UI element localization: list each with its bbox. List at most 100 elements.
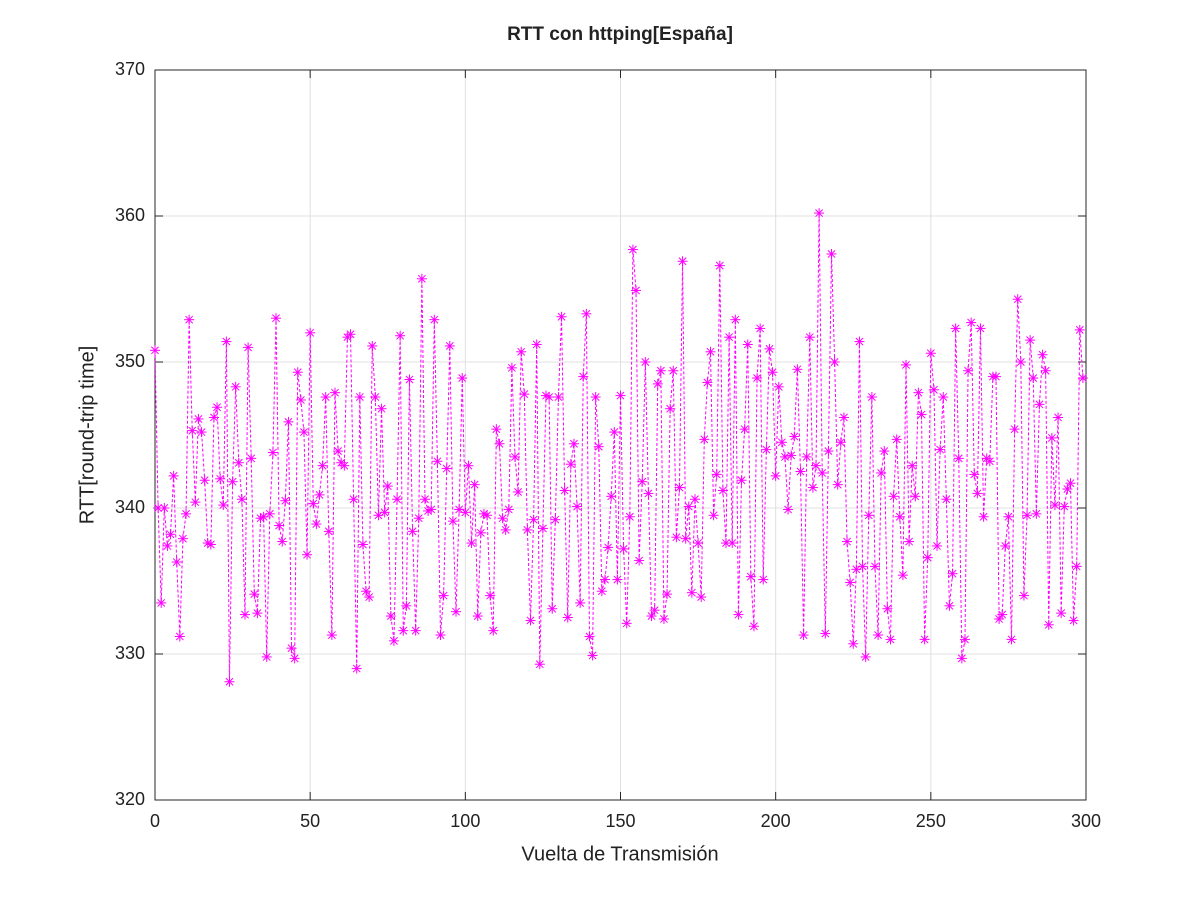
marker-stroke (281, 496, 290, 505)
data-point (435, 630, 446, 641)
marker-stroke (498, 514, 507, 523)
data-point (475, 527, 486, 538)
data-point (792, 364, 803, 375)
marker-stroke (554, 393, 563, 401)
marker-stroke (399, 626, 408, 635)
marker-stroke (858, 562, 867, 571)
data-point (767, 367, 778, 378)
marker-stroke (358, 540, 367, 549)
marker-stroke (644, 489, 653, 498)
data-point (609, 427, 620, 438)
marker-stroke (933, 542, 941, 550)
data-point (1009, 424, 1020, 435)
marker-stroke (374, 511, 383, 520)
data-point (925, 348, 936, 359)
data-point (888, 491, 899, 502)
data-point (302, 549, 313, 560)
marker-stroke (964, 366, 973, 375)
marker-stroke (225, 677, 234, 686)
marker-stroke (715, 261, 724, 270)
data-point (655, 365, 666, 376)
data-point (444, 340, 455, 351)
marker-stroke (774, 382, 783, 391)
marker-stroke (1044, 620, 1053, 629)
marker-stroke (507, 363, 516, 372)
data-point (348, 494, 359, 505)
data-point (615, 390, 626, 401)
marker-stroke (203, 539, 212, 547)
marker-stroke (821, 629, 830, 638)
data-point (460, 507, 471, 518)
marker-stroke (185, 315, 194, 324)
marker-stroke (182, 509, 190, 518)
marker-stroke (163, 542, 172, 550)
data-point (807, 482, 818, 493)
marker-stroke (287, 644, 296, 653)
marker-stroke (545, 393, 554, 401)
x-tick-label: 200 (761, 811, 791, 831)
data-point (668, 365, 679, 376)
marker-stroke (172, 558, 181, 566)
marker-stroke (647, 612, 656, 620)
marker-stroke (414, 514, 423, 523)
marker-stroke (275, 521, 284, 530)
chart-title: RTT con httping[España] (507, 24, 733, 45)
data-point (525, 615, 536, 626)
marker-stroke (321, 393, 330, 401)
data-point (357, 539, 368, 550)
marker-stroke (368, 341, 377, 350)
marker-stroke (790, 432, 799, 441)
marker-stroke (632, 286, 640, 295)
marker-stroke (191, 498, 200, 507)
marker-stroke (979, 512, 988, 521)
data-point (547, 603, 558, 614)
data-point (271, 313, 282, 324)
marker-stroke (976, 324, 985, 333)
data-point (528, 514, 539, 525)
data-point (230, 381, 241, 392)
marker-stroke (231, 382, 240, 391)
data-point (627, 244, 638, 255)
marker-stroke (712, 470, 721, 479)
data-point (305, 327, 316, 338)
data-point (680, 533, 691, 544)
marker-stroke (765, 344, 774, 353)
marker-stroke (777, 438, 786, 447)
marker-stroke (625, 512, 634, 521)
data-point (283, 416, 294, 427)
marker-stroke (687, 588, 696, 597)
data-point (848, 638, 859, 649)
data-point (1018, 590, 1029, 601)
marker-stroke (731, 315, 740, 324)
marker-stroke (911, 492, 920, 501)
data-point (311, 519, 322, 530)
data-point (168, 470, 179, 481)
marker-stroke (390, 636, 398, 645)
data-point (966, 317, 977, 328)
marker-stroke (939, 393, 948, 401)
y-axis-label: RTT[round-trip time] (76, 346, 98, 525)
data-point (367, 340, 378, 351)
marker-stroke (852, 565, 861, 574)
data-point (537, 523, 548, 534)
marker-stroke (1060, 502, 1069, 511)
marker-stroke (535, 660, 544, 669)
marker-stroke (290, 654, 299, 663)
data-point (714, 260, 725, 271)
data-point (761, 444, 772, 455)
data-point (376, 403, 387, 414)
marker-stroke (1001, 542, 1010, 550)
data-point (190, 497, 201, 508)
data-point (814, 208, 825, 219)
data-point (1012, 294, 1023, 305)
data-point (702, 377, 713, 388)
data-point (392, 494, 403, 505)
data-point (395, 330, 406, 341)
data-point (779, 451, 790, 462)
marker-stroke (318, 461, 327, 470)
marker-stroke (355, 393, 364, 401)
data-point (1043, 619, 1054, 630)
marker-stroke (492, 425, 501, 434)
marker-stroke (802, 452, 811, 461)
